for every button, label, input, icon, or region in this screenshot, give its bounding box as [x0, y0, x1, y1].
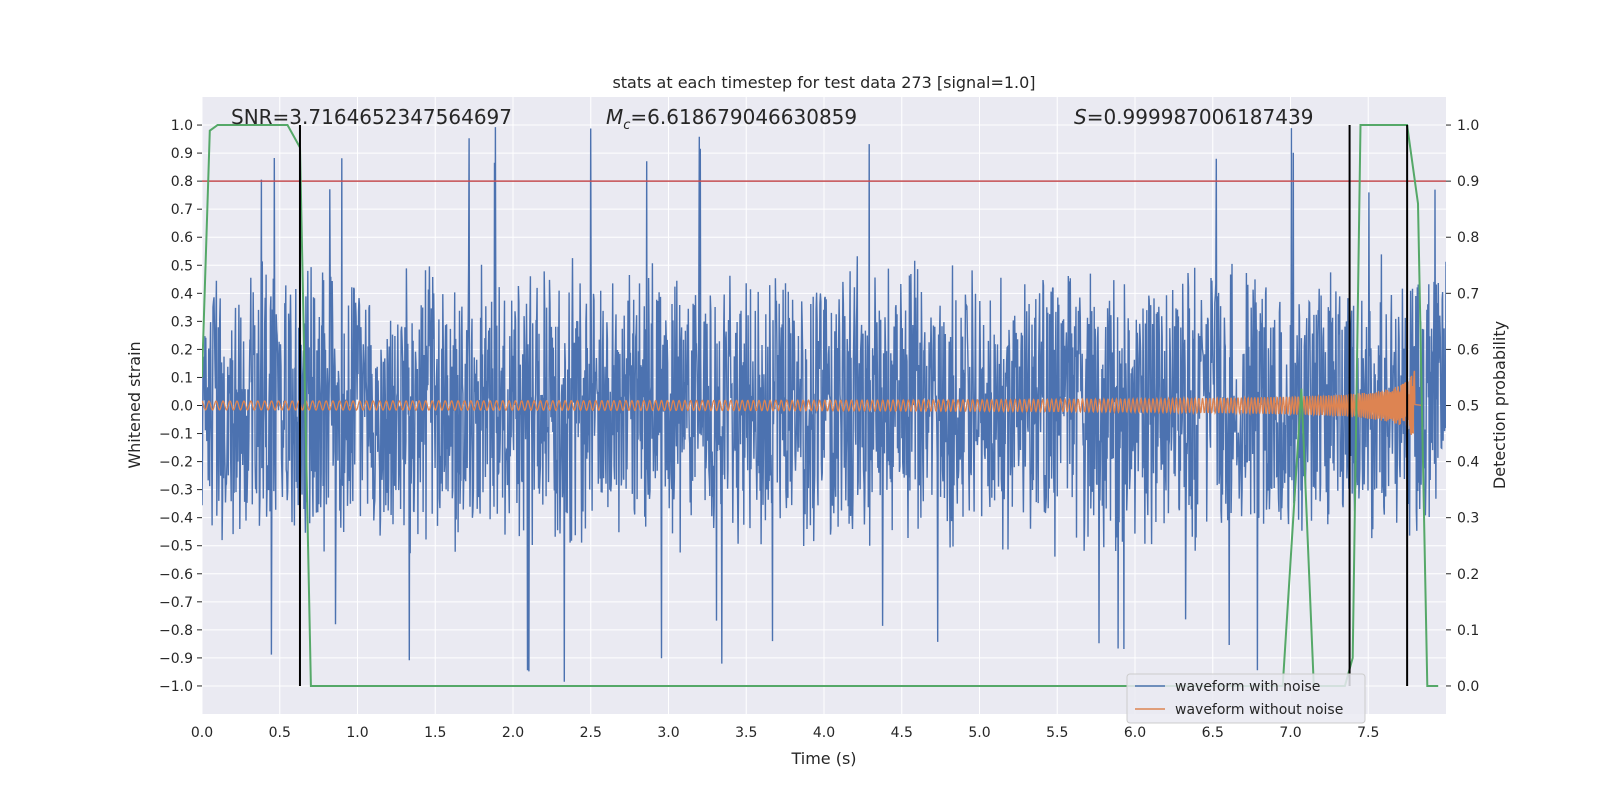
- y2-tick-label: 0.3: [1457, 511, 1479, 527]
- y2-tick-label: 0.4: [1457, 455, 1479, 471]
- legend-label-noise: waveform with noise: [1175, 679, 1320, 695]
- y-tick-label: 0.4: [171, 286, 193, 302]
- chirp-mass-annotation: Mc=6.618679046630859: [606, 105, 857, 133]
- y2-tick-label: 0.1: [1457, 623, 1479, 639]
- score-annotation: S=0.999987006187439: [1074, 105, 1313, 129]
- y-tick-label: 0.6: [171, 230, 193, 246]
- y2-tick-label: 0.0: [1457, 679, 1479, 695]
- y2-tick-label: 0.2: [1457, 567, 1479, 583]
- clean-waveform-line: [202, 370, 1423, 436]
- y-tick-label: −0.5: [159, 539, 193, 555]
- x-tick-label: 5.5: [1046, 725, 1068, 741]
- x-tick-label: 4.0: [813, 725, 835, 741]
- y2-tick-label: 0.7: [1457, 286, 1479, 302]
- y-tick-label: −0.7: [159, 595, 193, 611]
- y-axis-label: Whitened strain: [125, 341, 144, 468]
- y-tick-label: −0.1: [159, 427, 193, 443]
- legend-box: [1126, 673, 1366, 724]
- y-tick-label: −0.9: [159, 651, 193, 667]
- chirp-mass-value: =6.618679046630859: [630, 105, 857, 129]
- x-tick-label: 4.5: [891, 725, 913, 741]
- y2-tick-labels: 1.0 0.9 0.8 0.7 0.6 0.5 0.4 0.3 0.2 0.1 0.0: [1446, 118, 1479, 695]
- y-tick-label: 0.3: [171, 314, 193, 330]
- y2-tick-label: 0.5: [1457, 399, 1479, 415]
- y-tick-label: −0.3: [159, 483, 193, 499]
- y2-tick-label: 1.0: [1457, 118, 1479, 134]
- x-tick-label: 1.0: [346, 725, 368, 741]
- y-tick-label: 0.7: [171, 202, 193, 218]
- x-tick-label: 0.0: [191, 725, 213, 741]
- noisy-waveform-line: [202, 127, 1446, 682]
- chart-title: stats at each timestep for test data 273…: [612, 73, 1035, 92]
- score-value: =0.999987006187439: [1087, 105, 1314, 129]
- y-tick-label: 0.1: [171, 370, 193, 386]
- y-tick-label: 0.8: [171, 174, 193, 190]
- x-tick-label: 0.5: [269, 725, 291, 741]
- y-tick-label: −0.2: [159, 455, 193, 471]
- y2-tick-label: 0.8: [1457, 230, 1479, 246]
- x-tick-label: 1.5: [424, 725, 446, 741]
- x-tick-label: 6.5: [1202, 725, 1224, 741]
- x-tick-label: 3.5: [735, 725, 757, 741]
- y-tick-label: 0.0: [171, 399, 193, 415]
- x-tick-label: 6.0: [1124, 725, 1146, 741]
- legend: waveform with noise waveform without noi…: [1126, 673, 1366, 724]
- y-tick-label: 0.5: [171, 258, 193, 274]
- y-tick-label: −0.4: [159, 511, 193, 527]
- y-tick-labels: 1.0 0.9 0.8 0.7 0.6 0.5 0.4 0.3 0.2 0.1 0.0 −0.1 −0.…: [159, 118, 202, 695]
- x-tick-label: 2.5: [580, 725, 602, 741]
- chirp-mass-symbol: M: [606, 105, 623, 129]
- x-tick-label: 7.0: [1279, 725, 1301, 741]
- x-axis-label: Time (s): [790, 749, 856, 768]
- y-tick-label: 1.0: [171, 118, 193, 134]
- series-layer: [202, 124, 1446, 687]
- y-tick-label: 0.9: [171, 146, 193, 162]
- x-tick-label: 3.0: [657, 725, 679, 741]
- x-tick-label: 2.0: [502, 725, 524, 741]
- snr-annotation: SNR=3.7164652347564697: [231, 105, 512, 129]
- detection-probability-line: [202, 124, 1439, 687]
- y2-axis-label: Detection probability: [1490, 321, 1509, 489]
- y-tick-label: −0.6: [159, 567, 193, 583]
- plot-area: [202, 124, 1446, 687]
- chirp-mass-subscript: c: [623, 118, 630, 133]
- y-tick-label: −1.0: [159, 679, 193, 695]
- x-tick-label: 5.0: [968, 725, 990, 741]
- x-tick-labels: 0.0 0.5 1.0 1.5 2.0 2.5 3.0 3.5 4.0 4.5 5.0 5.5 6.0 6…: [191, 725, 1380, 741]
- y-tick-label: −0.8: [159, 623, 193, 639]
- score-symbol: S: [1074, 105, 1087, 129]
- y2-tick-label: 0.6: [1457, 342, 1479, 358]
- legend-label-clean: waveform without noise: [1175, 702, 1343, 718]
- y2-tick-label: 0.9: [1457, 174, 1479, 190]
- y-tick-label: 0.2: [171, 342, 193, 358]
- x-tick-label: 7.5: [1357, 725, 1379, 741]
